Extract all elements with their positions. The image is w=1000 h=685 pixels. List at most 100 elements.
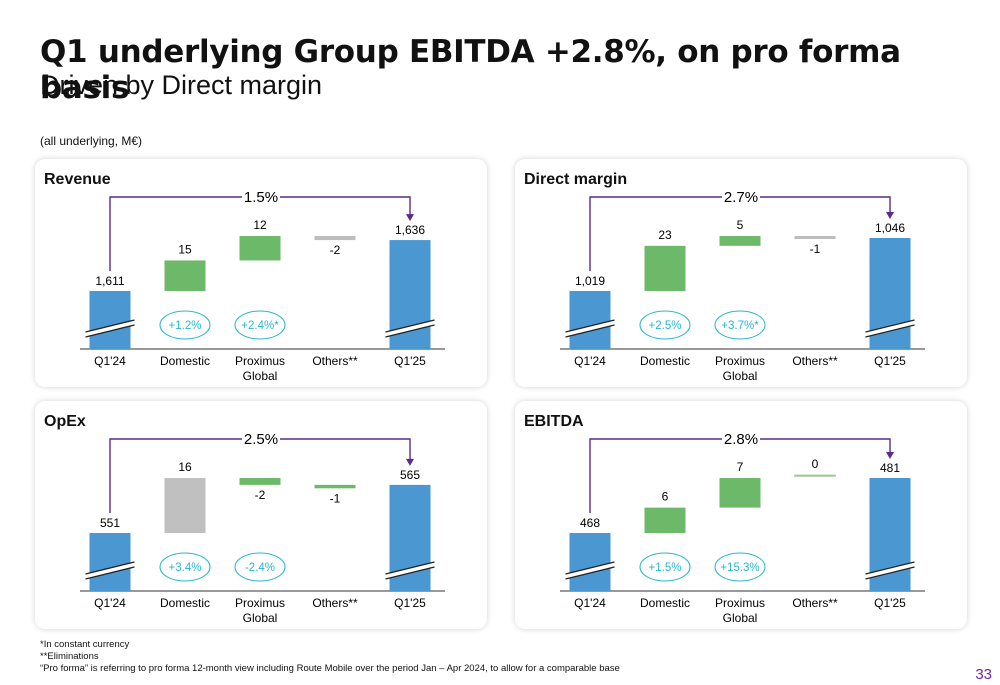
revenue-panel: Revenue 1,611 1,636 15 12 -2 +1.2% +2.4%* 1.5% Q… [35,159,487,387]
growth-label-bg [722,188,760,206]
page-title: Q1 underlying Group EBITDA +2.8%, on pro… [40,34,901,106]
axis-break [85,320,135,337]
axis-break-line [385,324,435,338]
growth-badge-label: +2.5% [649,320,682,332]
category-label: Domestic [160,596,210,610]
axis-break-line [565,566,615,580]
panel-title: EBITDA [524,413,584,430]
value-label: 1,046 [875,221,905,235]
axis-break-line [865,324,915,338]
category-label: Global [243,611,278,625]
value-label: -1 [330,491,341,505]
axis-break-line [85,561,135,575]
delta-bar [794,236,836,239]
growth-badge-label: +1.2% [169,320,202,332]
category-label: Domestic [640,596,690,610]
axis-break [85,562,135,579]
delta-bar [719,478,761,508]
footnote-pro-forma: “Pro forma” is referring to pro forma 12… [40,663,620,674]
growth-badge [159,310,211,340]
axis-break [565,320,615,337]
growth-arrowhead [886,452,894,459]
page-number: 33 [975,666,992,683]
axis-break-line [865,566,915,580]
value-label: 16 [178,460,192,474]
direct-margin-panel: Direct margin 1,019 1,046 23 5 -1 +2.5% +3.7%*… [515,159,967,387]
category-label: Others** [312,354,358,368]
delta-bar [164,478,206,533]
delta-bar [239,236,281,261]
axis-break-line [565,324,615,338]
category-label: Others** [792,354,838,368]
growth-connector [589,196,891,271]
axis-break-line [565,561,615,575]
delta-bar [314,236,356,241]
growth-badge [639,552,691,582]
category-label: Others** [792,596,838,610]
value-label: -2 [330,243,341,257]
total-bar [569,533,611,591]
page-subtitle: Driven by Direct margin [40,70,323,100]
growth-badge [714,310,766,340]
panel-title: Revenue [44,171,111,188]
value-label: 565 [400,468,420,482]
axis-break-line [865,319,915,333]
category-label: Q1'24 [574,354,606,368]
total-bar [89,533,131,591]
delta-bar [794,474,836,477]
growth-badge [159,552,211,582]
overall-growth-label: 2.5% [244,431,278,448]
category-label: Proximus [715,596,765,610]
axis-break-line [385,319,435,333]
category-label: Others** [312,596,358,610]
growth-badge [639,310,691,340]
delta-bar [644,507,686,533]
axis-break-line [385,561,435,575]
growth-badge-label: -2.4% [245,562,275,574]
category-label: Proximus [715,354,765,368]
axis-break [385,320,435,337]
category-label: Domestic [160,354,210,368]
growth-arrowhead [886,211,894,219]
growth-badge-label: +2.4%* [241,320,279,332]
delta-bar [164,260,206,291]
revenue-waterfall-chart: 1,611 1,636 15 12 -2 +1.2% +2.4%* 1.5% Q1'24 Dome… [80,188,445,383]
growth-label-bg [242,430,280,448]
axis-break [865,562,915,579]
overall-growth-label: 2.7% [724,189,758,206]
category-label: Global [723,369,758,383]
total-bar [89,291,131,349]
growth-badge [234,310,286,340]
value-label: -2 [255,488,266,502]
value-label: 7 [737,460,744,474]
growth-arrowhead [406,214,414,222]
value-label: 5 [737,218,744,232]
category-label: Proximus [235,354,285,368]
growth-badge [714,552,766,582]
footnote-eliminations: **Eliminations [40,651,99,662]
growth-badge-label: +3.7%* [721,320,759,332]
delta-bar [719,236,761,246]
growth-label-bg [242,188,280,206]
delta-bar [314,484,356,489]
category-label: Global [723,611,758,625]
category-label: Q1'25 [394,354,426,368]
ebitda-waterfall-chart: 468 481 6 7 0 +1.5% +15.3% 2.8% Q1'24 Domestic Pro… [560,430,925,625]
value-label: 468 [580,516,600,530]
value-label: 15 [178,242,192,256]
axis-break-line [85,566,135,580]
category-label: Q1'24 [94,354,126,368]
axis-break-line [85,324,135,338]
delta-bar [644,245,686,291]
value-label: 12 [253,218,267,232]
overall-growth-label: 2.8% [724,431,758,448]
axis-break-line [385,566,435,580]
value-label: 1,611 [95,274,124,288]
growth-arrowhead [406,458,414,466]
opex-waterfall-chart: 551 565 16 -2 -1 +3.4% -2.4% 2.5% Q1'24 Domestic P… [80,430,445,625]
opex-panel: OpEx 551 565 16 -2 -1 +3.4% -2.4% 2.5% Q1'24 Dome… [35,401,487,629]
category-label: Q1'25 [394,596,426,610]
value-label: -1 [810,242,821,256]
overall-growth-label: 1.5% [244,189,278,206]
category-label: Global [243,369,278,383]
